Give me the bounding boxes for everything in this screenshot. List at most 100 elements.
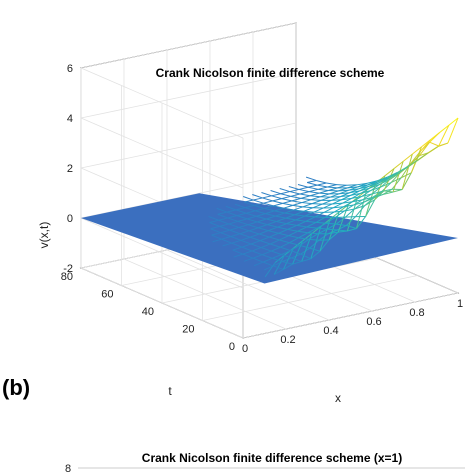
surface-mesh-line (380, 182, 392, 188)
surface-mesh-line (218, 217, 228, 221)
surface-mesh-line (236, 215, 248, 220)
surface-mesh-line (229, 226, 240, 231)
surface-mesh-line (319, 218, 331, 252)
surface-mesh-line (259, 230, 269, 235)
surface-mesh-line (219, 225, 230, 231)
surface-mesh-line (240, 236, 251, 241)
surface-mesh-line (401, 172, 412, 190)
y-axis-label: t (168, 384, 172, 398)
surface-mesh-line (220, 229, 230, 234)
x-tick-label: 1 (457, 298, 463, 310)
surface-mesh-line (333, 206, 344, 209)
surface-mesh-line (233, 253, 244, 258)
surface-mesh-line (277, 223, 287, 228)
surface-mesh-line (420, 139, 431, 152)
surface-mesh-line (280, 242, 290, 248)
surface-mesh-line (306, 221, 317, 228)
surface-mesh-line (217, 213, 229, 219)
surface-mesh-line (350, 192, 361, 196)
surface-mesh-line (219, 223, 229, 227)
grid-line-z-left (80, 67, 244, 139)
surface-mesh-line (270, 190, 281, 195)
surface-mesh-line (291, 200, 303, 204)
z-axis-label: v(x,t) (37, 222, 51, 249)
surface-mesh-line (273, 202, 283, 207)
surface-mesh-line (209, 222, 220, 227)
surface-mesh-line (262, 257, 273, 263)
surface-mesh-line (303, 207, 314, 212)
surface-mesh-line (255, 210, 266, 215)
surface-mesh-line (368, 182, 380, 187)
surface-mesh-line (402, 153, 413, 162)
surface-mesh-line (293, 209, 304, 212)
surface-mesh-line (262, 261, 274, 267)
surface-mesh-line (307, 227, 318, 234)
surface-mesh-line (254, 204, 265, 209)
surface-mesh-line (245, 212, 257, 217)
surface-mesh-line (227, 217, 239, 222)
surface-mesh-line (305, 216, 316, 222)
surface-mesh-line (289, 237, 299, 244)
surface-mesh-line (334, 210, 345, 213)
surface-mesh-line (379, 178, 391, 185)
surface-mesh-line (400, 172, 412, 179)
surface-mesh-line (258, 227, 269, 232)
surface-mesh-line (271, 195, 282, 200)
surface-mesh-line (347, 186, 358, 189)
surface-mesh-line (372, 193, 384, 198)
surface-mesh-line (247, 224, 259, 229)
surface-mesh-line (256, 215, 267, 220)
surface-mesh-line (336, 223, 347, 226)
surface-mesh-line (283, 204, 293, 209)
surface-mesh-line (326, 222, 337, 225)
surface-mesh-line (248, 230, 260, 235)
surface-mesh-line (341, 197, 352, 201)
surface-mesh-line (318, 233, 329, 241)
surface-mesh-line (447, 117, 459, 144)
surface-mesh-line (358, 185, 369, 190)
surface-mesh-line (302, 233, 313, 242)
surface-mesh-line (261, 254, 273, 259)
surface-mesh-line (354, 201, 364, 210)
surface-mesh-line (280, 191, 290, 195)
surface-mesh-line (251, 247, 262, 252)
surface-mesh-line (364, 199, 376, 207)
surface-mesh-line (267, 224, 278, 228)
surface-mesh-line (304, 211, 315, 217)
surface-mesh-line (293, 206, 304, 211)
second-chart-y-tick: 8 (65, 463, 71, 474)
surface-mesh-line (294, 210, 305, 216)
surface-mesh-line (353, 201, 364, 206)
surface-mesh-line (253, 199, 264, 204)
surface-mesh-line (393, 160, 404, 169)
surface-mesh-line (298, 188, 310, 193)
surface-mesh-line (308, 238, 320, 241)
surface-mesh-line (351, 192, 361, 199)
surface-mesh-line (232, 249, 244, 255)
surface-mesh-line (338, 189, 349, 192)
surface-mesh-line (268, 230, 279, 234)
surface-mesh-line (222, 242, 232, 247)
surface-mesh-line (282, 202, 293, 206)
surface-mesh-line (391, 177, 402, 190)
surface-mesh-line (346, 224, 357, 229)
surface-mesh-line (257, 221, 268, 226)
surface-mesh-line (211, 232, 221, 236)
surface-mesh-line (328, 211, 340, 240)
surface-mesh-line (210, 225, 220, 230)
surface-mesh-line (389, 172, 401, 180)
surface-mesh-line (228, 220, 239, 225)
surface-mesh-line (272, 198, 282, 202)
surface-mesh-line (286, 223, 297, 226)
surface-mesh-line (429, 141, 439, 147)
surface-mesh-line (248, 227, 259, 232)
surface-mesh-line (260, 243, 271, 249)
surface-mesh-line (371, 190, 383, 195)
surface-mesh-line (296, 220, 307, 226)
surface-mesh-line (437, 142, 449, 148)
surface-mesh-line (324, 211, 335, 218)
surface-mesh-line (376, 176, 388, 182)
surface-mesh-line (381, 182, 392, 192)
surface-flat-region (81, 193, 458, 284)
